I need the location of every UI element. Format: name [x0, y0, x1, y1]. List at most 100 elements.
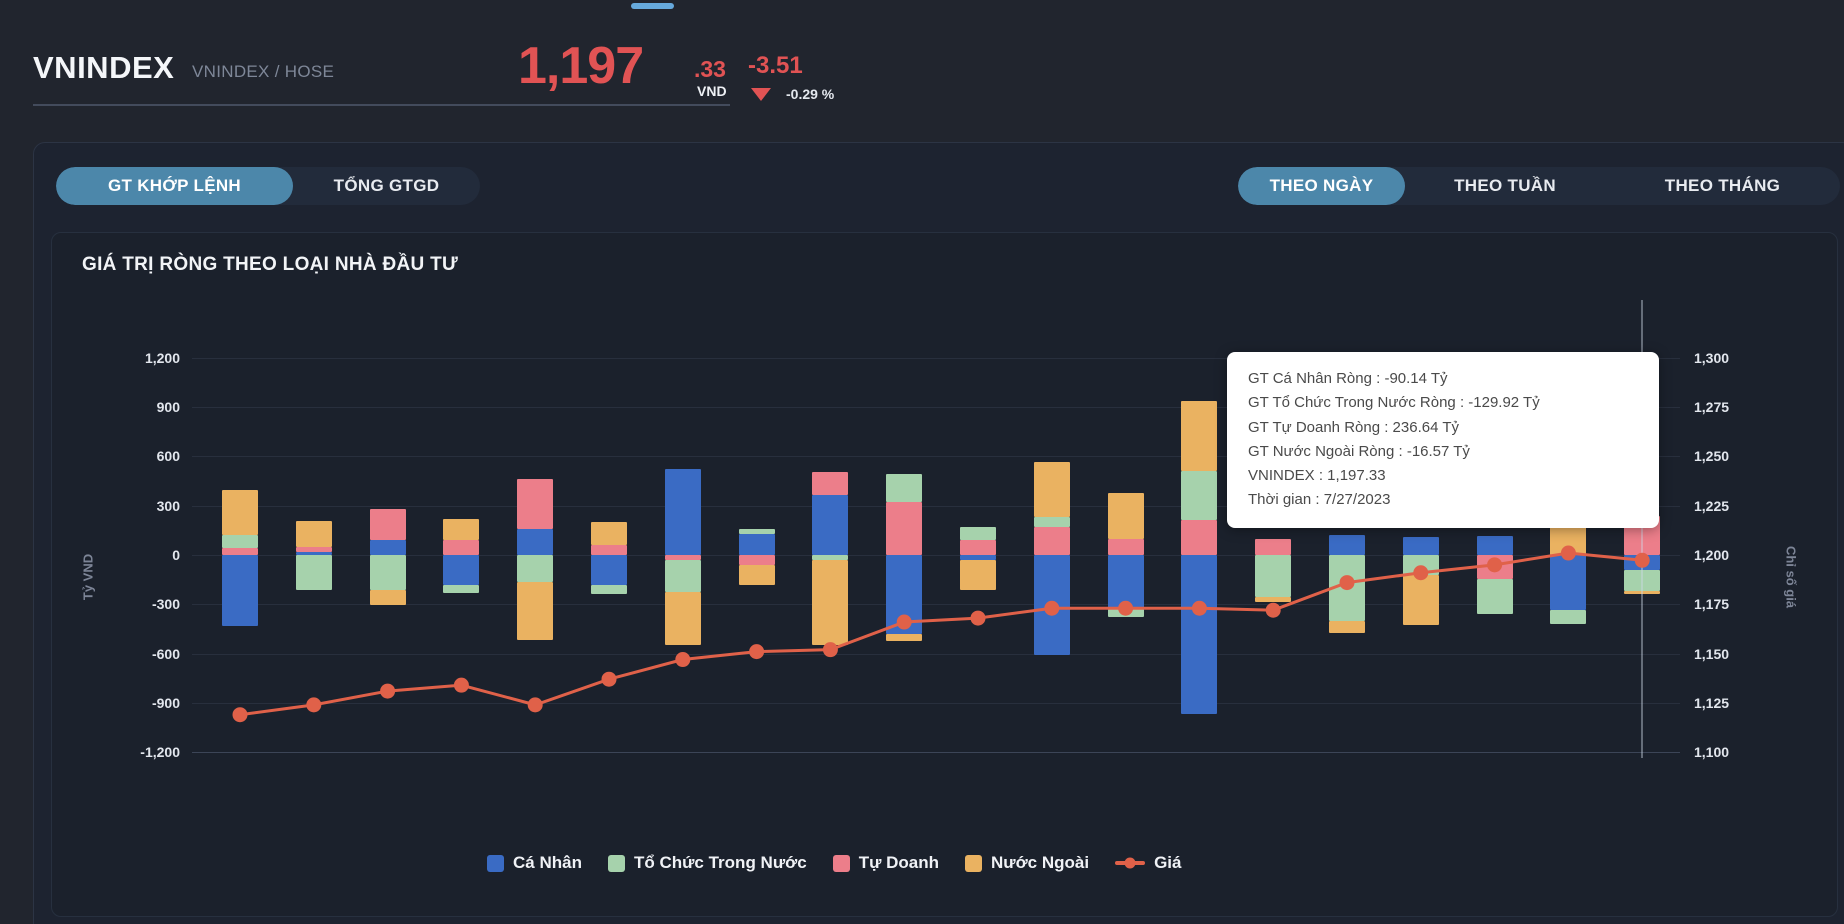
bar-segment[interactable] — [664, 559, 701, 592]
price-point[interactable] — [601, 671, 617, 687]
bar-segment[interactable] — [1181, 471, 1218, 520]
bar-segment[interactable] — [738, 555, 775, 565]
bar-segment[interactable] — [295, 555, 332, 591]
bar-segment[interactable] — [295, 521, 332, 547]
price-point[interactable] — [1339, 575, 1355, 591]
price-point[interactable] — [970, 610, 986, 626]
period-tab-1[interactable]: THEO NGÀY — [1238, 167, 1405, 205]
bar-segment[interactable] — [812, 555, 849, 560]
bar-segment[interactable] — [886, 502, 923, 555]
price-point[interactable] — [896, 614, 912, 630]
bar-segment[interactable] — [1476, 578, 1513, 615]
legend-item[interactable]: Cá Nhân — [487, 853, 582, 873]
bar-segment[interactable] — [295, 546, 332, 552]
price-point[interactable] — [1265, 602, 1281, 618]
bar-segment[interactable] — [517, 528, 554, 555]
bar-segment[interactable] — [1181, 519, 1218, 555]
bar-segment[interactable] — [591, 555, 627, 586]
bar-segment[interactable] — [960, 559, 996, 590]
bar-segment[interactable] — [1255, 539, 1292, 555]
bar-segment[interactable] — [1033, 527, 1070, 555]
price-change-percent: -0.29 % — [786, 86, 835, 102]
price-point[interactable] — [1044, 600, 1060, 616]
bar-segment[interactable] — [517, 555, 554, 583]
bar-segment[interactable] — [369, 590, 406, 606]
bar-segment[interactable] — [222, 535, 258, 548]
bar-segment[interactable] — [1550, 610, 1587, 624]
bar-segment[interactable] — [886, 473, 923, 503]
bar-segment[interactable] — [738, 533, 775, 555]
bar-segment[interactable] — [443, 539, 480, 555]
bar-segment[interactable] — [1107, 538, 1144, 555]
bar-segment[interactable] — [222, 547, 258, 555]
bar-segment[interactable] — [960, 555, 996, 560]
price-point[interactable] — [1191, 600, 1207, 616]
bar-segment[interactable] — [591, 522, 627, 546]
bar-segment[interactable] — [1624, 591, 1661, 594]
bar-segment[interactable] — [1402, 555, 1439, 575]
price-point[interactable] — [749, 644, 765, 660]
bar-segment[interactable] — [1402, 574, 1439, 625]
bar-segment[interactable] — [1550, 555, 1587, 611]
price-point[interactable] — [527, 697, 543, 713]
price-point[interactable] — [1118, 600, 1134, 616]
bar-segment[interactable] — [664, 555, 701, 560]
bar-segment[interactable] — [591, 585, 627, 595]
period-tab-3[interactable]: THEO THÁNG — [1664, 176, 1781, 195]
price-point[interactable] — [453, 677, 469, 693]
price-point[interactable] — [306, 697, 322, 713]
value-type-tab-2[interactable]: TỔNG GTGD — [333, 176, 440, 195]
bar-segment[interactable] — [295, 551, 332, 555]
price-point[interactable] — [232, 707, 248, 723]
bar-segment[interactable] — [1329, 535, 1365, 555]
price-point[interactable] — [1487, 557, 1503, 573]
bar-segment[interactable] — [1107, 555, 1144, 610]
bar-segment[interactable] — [591, 545, 627, 555]
bar-segment[interactable] — [369, 508, 406, 540]
bar-segment[interactable] — [812, 472, 849, 495]
bar-segment[interactable] — [1033, 517, 1070, 528]
bar-segment[interactable] — [369, 539, 406, 555]
bar-segment[interactable] — [443, 518, 480, 540]
bar-segment[interactable] — [1402, 536, 1439, 555]
price-point[interactable] — [380, 683, 396, 699]
bar-segment[interactable] — [1181, 400, 1218, 472]
bar-segment[interactable] — [517, 582, 554, 640]
bar-segment[interactable] — [369, 555, 406, 591]
period-tab-2[interactable]: THEO TUẦN — [1454, 176, 1556, 195]
bar-segment[interactable] — [443, 585, 480, 593]
down-arrow-icon — [751, 88, 771, 101]
bar-segment[interactable] — [222, 555, 258, 626]
bar-segment[interactable] — [443, 555, 480, 586]
bar-segment[interactable] — [1181, 555, 1218, 715]
value-type-tab-1[interactable]: GT KHỚP LỆNH — [56, 167, 293, 205]
legend-item[interactable]: Tổ Chức Trong Nước — [607, 853, 807, 873]
bar-segment[interactable] — [1624, 569, 1661, 592]
legend-item[interactable]: Giá — [1115, 853, 1181, 873]
bar-segment[interactable] — [1107, 493, 1144, 539]
legend-item[interactable]: Nước Ngoài — [965, 853, 1089, 873]
bar-segment[interactable] — [1033, 462, 1070, 518]
bar-segment[interactable] — [222, 490, 258, 536]
bar-segment[interactable] — [738, 528, 775, 534]
bar-segment[interactable] — [960, 527, 996, 541]
price-point[interactable] — [1634, 552, 1650, 568]
bar-segment[interactable] — [1329, 620, 1365, 634]
bar-segment[interactable] — [1255, 555, 1292, 597]
price-point[interactable] — [675, 652, 691, 668]
bar-segment[interactable] — [664, 468, 701, 555]
bar-segment[interactable] — [960, 540, 996, 555]
bar-segment[interactable] — [664, 591, 701, 646]
price-point[interactable] — [1413, 565, 1429, 581]
price-point[interactable] — [822, 642, 838, 658]
bar-segment[interactable] — [886, 633, 923, 642]
bar-segment[interactable] — [517, 478, 554, 529]
price-point[interactable] — [1560, 545, 1576, 561]
legend-line-icon — [1115, 857, 1146, 869]
legend-item[interactable]: Tự Doanh — [832, 853, 939, 873]
bar-segment[interactable] — [738, 564, 775, 585]
bar-segment[interactable] — [812, 559, 849, 645]
bar-segment[interactable] — [1255, 596, 1292, 602]
bar-segment[interactable] — [1476, 536, 1513, 555]
bar-segment[interactable] — [812, 495, 849, 555]
